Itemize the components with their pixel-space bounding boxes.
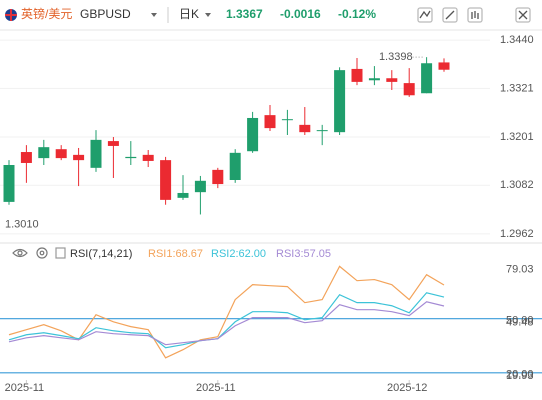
candle-body <box>160 160 172 200</box>
settings-icon[interactable] <box>36 247 48 259</box>
candle-body <box>177 192 189 198</box>
reference-label: 20.00 <box>506 369 534 381</box>
legend-entry: RSI3:57.05 <box>276 248 331 260</box>
y-tick-label: 79.03 <box>506 263 534 275</box>
candle-body <box>247 117 259 152</box>
period[interactable]: 日K <box>179 7 199 21</box>
candle-body <box>438 62 450 70</box>
price-change: -0.0016 <box>280 7 321 21</box>
low-label: 1.3010 <box>5 218 39 230</box>
tool-compare[interactable] <box>467 7 483 23</box>
rsi-line <box>8 301 445 346</box>
legend-entry: RSI2:62.00 <box>211 248 266 260</box>
candle-body <box>264 115 276 129</box>
candle-body <box>281 119 293 121</box>
high-label: 1.3398 <box>379 51 413 63</box>
rsi-title: RSI(7,14,21) <box>70 248 132 260</box>
price-change-pct: -0.12% <box>338 7 376 21</box>
candle-body <box>90 139 102 168</box>
tool-draw[interactable] <box>442 7 458 23</box>
rsi-line <box>8 265 445 359</box>
candle-body <box>299 124 311 133</box>
x-tick-label: 2025-11 <box>5 382 45 394</box>
x-tick-label: 2025-12 <box>387 382 427 394</box>
last-price: 1.3367 <box>226 7 263 21</box>
y-tick-label: 1.3321 <box>500 82 534 94</box>
candle-body <box>351 68 363 82</box>
dropdown-arrow[interactable] <box>205 13 211 17</box>
candle-body <box>368 78 380 81</box>
rsi-icons <box>12 247 66 259</box>
tool-fullscreen[interactable] <box>515 7 531 23</box>
y-tick-label: 19.93 <box>506 370 534 382</box>
y-tick-label: 1.3082 <box>500 179 534 191</box>
candle-body <box>421 63 433 94</box>
x-tick-label: 2025-11 <box>196 382 236 394</box>
candle-body <box>194 180 206 193</box>
candle-body <box>55 149 67 159</box>
candle-body <box>107 141 119 146</box>
candle-body <box>229 152 241 180</box>
candle-body <box>125 156 137 159</box>
y-tick-label: 49.48 <box>506 317 534 329</box>
candle-body <box>73 154 85 161</box>
y-tick-label: 1.3201 <box>500 131 534 143</box>
toolbar <box>417 7 531 23</box>
candle-body <box>38 147 50 159</box>
candle-body <box>386 78 398 82</box>
candle-body <box>212 169 224 185</box>
flag-icon <box>5 9 17 21</box>
y-tick-label: 1.2962 <box>500 228 534 240</box>
dropdown-arrow[interactable] <box>151 13 157 17</box>
reference-label: 50.00 <box>506 315 534 327</box>
rsi-line <box>8 292 445 349</box>
eye-icon[interactable] <box>12 248 28 258</box>
candle-body <box>403 83 415 96</box>
candle-body <box>316 130 328 132</box>
candle-body <box>142 154 154 161</box>
candle-body <box>20 152 32 163</box>
legend-entry: RSI1:68.67 <box>148 248 203 260</box>
tool-indicator[interactable] <box>417 7 433 23</box>
pair-name: 英镑/美元 <box>21 6 72 21</box>
candle-body <box>334 70 346 133</box>
pair-symbol[interactable]: GBPUSD <box>80 7 131 21</box>
menu-icon[interactable] <box>55 247 66 259</box>
candle-body <box>3 165 15 202</box>
y-tick-label: 1.3440 <box>500 34 534 46</box>
